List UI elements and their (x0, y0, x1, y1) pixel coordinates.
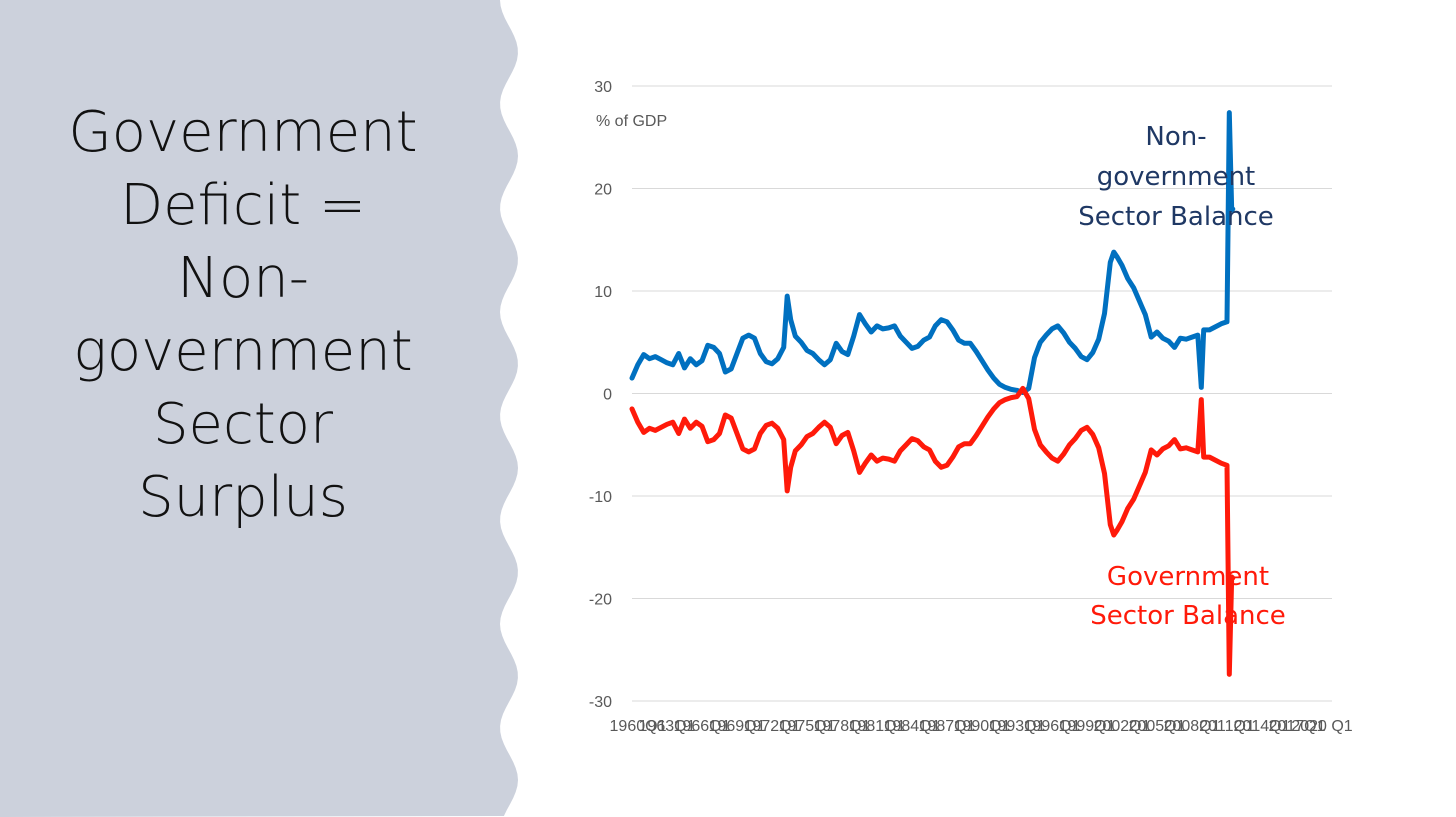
slide-title-line-5: Sector (152, 392, 334, 457)
x-tick-label: 1990Q1 (954, 718, 1011, 735)
x-tick-label: 2017Q1 (1269, 718, 1326, 735)
non-government-balance-line (629, 110, 1236, 395)
series-lines (629, 110, 1236, 677)
y-tick-label: 10 (594, 284, 612, 301)
x-tick-label: 1984Q1 (884, 718, 941, 735)
side-panel-background (0, 0, 518, 817)
x-tick-label: 1969Q1 (709, 718, 766, 735)
y-tick-label: 0 (603, 387, 612, 404)
x-tick-label: 1996Q1 (1024, 718, 1081, 735)
x-tick-label: 1972Q1 (744, 718, 801, 735)
x-tick-label: 1987Q1 (919, 718, 976, 735)
x-tick-label: 1960Q1 (610, 718, 667, 735)
y-tick-label: -20 (589, 592, 612, 609)
government-balance-line (629, 385, 1236, 677)
y-tick-label: -30 (589, 694, 612, 711)
slide-title: Government Deficit = Non- government Sec… (0, 96, 486, 534)
x-tick-label: 2011Q1 (1199, 718, 1255, 735)
government-label-line: Government (1107, 562, 1269, 592)
y-axis-unit-label: % of GDP (596, 113, 667, 130)
non-government-label-line: Sector Balance (1078, 202, 1274, 232)
y-tick-label: 30 (594, 79, 612, 96)
non-government-label-line: government (1097, 162, 1256, 192)
x-tick-label: 1966Q1 (674, 718, 731, 735)
series-annotations: Non-government Sector Balance Government Se… (1078, 122, 1286, 631)
y-tick-label: 20 (594, 182, 612, 199)
x-tick-label: 1993Q1 (989, 718, 1046, 735)
slide-title-line-6: Surplus (138, 465, 348, 530)
x-tick-label: 1975Q1 (779, 718, 836, 735)
x-tick-label: 2014Q1 (1234, 718, 1291, 735)
x-tick-label: 2020 Q1 (1291, 718, 1352, 735)
x-tick-label: 2002Q1 (1094, 718, 1151, 735)
gridlines (632, 85, 1332, 702)
slide-title-line-3: Non- (177, 246, 309, 311)
slide-title-line-1: Government (68, 100, 418, 165)
wavy-panel-shape (0, 0, 518, 817)
x-tick-label: 2005Q1 (1129, 718, 1186, 735)
x-tick-label: 1963Q1 (639, 718, 696, 735)
x-tick-label: 1999Q1 (1059, 718, 1116, 735)
x-tick-label: 2008Q1 (1164, 718, 1221, 735)
non-government-label-line: Non- (1145, 122, 1206, 152)
x-tick-label: 1978Q1 (814, 718, 871, 735)
x-tick-label: 1981Q1 (849, 718, 906, 735)
slide-title-line-4: government (73, 319, 413, 384)
slide-title-line-2: Deficit = (120, 173, 366, 238)
y-tick-label: -10 (589, 489, 612, 506)
y-axis-tick-labels: 30 20 10 0 -10 -20 -30 (589, 79, 612, 711)
government-label-line: Sector Balance (1090, 601, 1286, 631)
x-axis-tick-labels: 1960Q11963Q11966Q11969Q11972Q11975Q11978… (610, 718, 1353, 735)
